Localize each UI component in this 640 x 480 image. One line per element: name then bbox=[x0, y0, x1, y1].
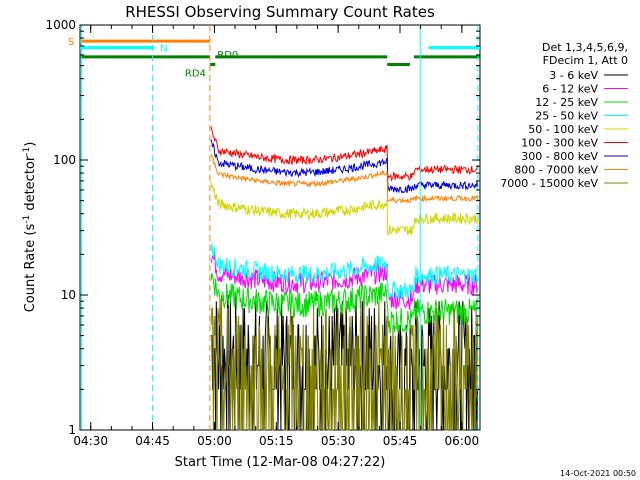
x-tick-label: 04:45 bbox=[135, 434, 170, 448]
y-tick-label: 1 bbox=[68, 423, 76, 437]
flag-label-s: S bbox=[68, 37, 74, 48]
legend-entry: 50 - 100 keV bbox=[528, 123, 598, 136]
series-line-7 bbox=[210, 154, 479, 204]
vlines-layer bbox=[81, 25, 479, 430]
x-tick-label: 05:15 bbox=[259, 434, 294, 448]
axis-layer: 1 10 100 1000 04:30 04:45 05:00 05:15 05:30 05:45… bbox=[45, 18, 480, 448]
x-tick-label: 04:30 bbox=[73, 434, 108, 448]
series-line-2 bbox=[210, 272, 479, 334]
legend-header-line: FDecim 1, Att 0 bbox=[543, 54, 628, 67]
y-axis-label: Count Rate (s-1 detector-1) bbox=[22, 142, 38, 313]
legend-entry: 300 - 800 keV bbox=[521, 150, 598, 163]
y-label-part2: detector bbox=[23, 155, 38, 215]
y-label-part3: ) bbox=[23, 142, 38, 147]
flag-label-rd0: RD0 bbox=[217, 50, 238, 61]
y-label-part1: Count Rate (s bbox=[23, 224, 38, 313]
legend: Det 1,3,4,5,6,9,FDecim 1, Att 0 3 - 6 keV… bbox=[500, 41, 628, 190]
legend-entry: 7000 - 15000 keV bbox=[500, 177, 598, 190]
series-line-3 bbox=[210, 243, 479, 300]
x-axis-label: Start Time (12-Mar-08 04:27:22) bbox=[175, 455, 386, 470]
legend-entry: 12 - 25 keV bbox=[535, 96, 598, 109]
y-label-sup1: -1 bbox=[22, 215, 32, 224]
x-tick-label: 06:00 bbox=[445, 434, 480, 448]
series-line-4 bbox=[210, 181, 479, 236]
footer-date: 14-Oct-2021 00:50 bbox=[560, 469, 636, 478]
legend-entry: 3 - 6 keV bbox=[549, 69, 598, 82]
plot-frame bbox=[79, 24, 481, 431]
legend-entry: 6 - 12 keV bbox=[542, 83, 598, 96]
legend-header-line: Det 1,3,4,5,6,9, bbox=[542, 41, 628, 54]
flag-label-n: N bbox=[160, 44, 167, 55]
y-tick-label: 100 bbox=[53, 153, 76, 167]
chart-title: RHESSI Observing Summary Count Rates bbox=[125, 3, 435, 21]
flags-layer: S N RD4 RD0 bbox=[68, 37, 480, 79]
series-layer bbox=[210, 126, 479, 431]
y-label-sup2: -1 bbox=[22, 147, 32, 156]
series-line-5 bbox=[210, 126, 479, 182]
x-tick-label: 05:00 bbox=[197, 434, 232, 448]
y-tick-label: 10 bbox=[61, 288, 76, 302]
series-line-6 bbox=[210, 139, 479, 194]
x-tick-label: 05:45 bbox=[383, 434, 418, 448]
flag-label-rd4: RD4 bbox=[185, 68, 206, 79]
y-tick-label: 1000 bbox=[45, 18, 76, 32]
x-tick-label: 05:30 bbox=[321, 434, 356, 448]
legend-entry: 800 - 7000 keV bbox=[514, 164, 598, 177]
series-line-8 bbox=[210, 294, 479, 431]
legend-entry: 25 - 50 keV bbox=[535, 110, 598, 123]
legend-entry: 100 - 300 keV bbox=[521, 137, 598, 150]
